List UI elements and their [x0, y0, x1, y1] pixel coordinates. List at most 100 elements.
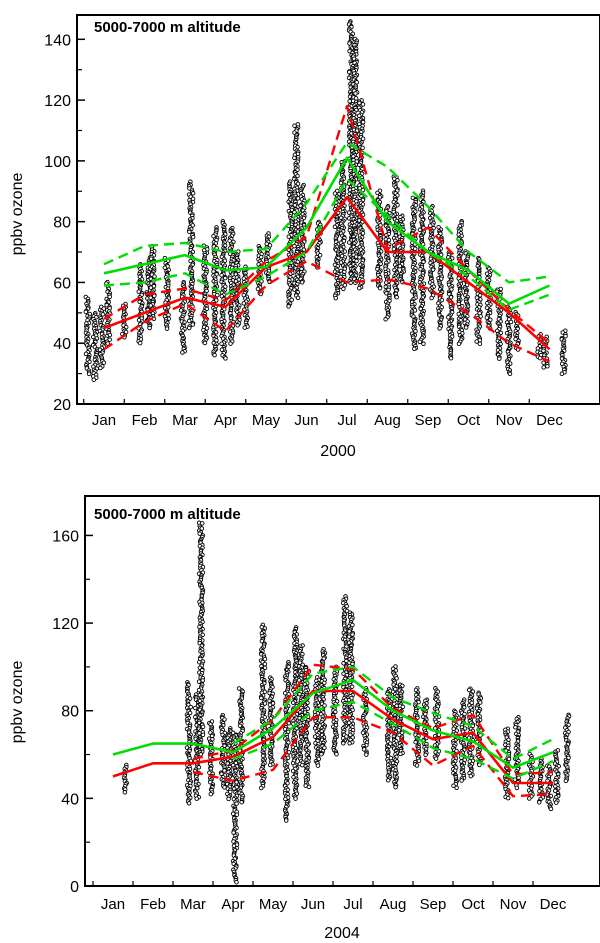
data-point — [459, 778, 464, 783]
data-point — [148, 285, 154, 290]
data-point — [484, 305, 490, 311]
data-point — [299, 280, 305, 285]
data-point — [446, 315, 451, 320]
data-point — [357, 113, 362, 118]
data-point — [428, 223, 433, 228]
data-point — [333, 295, 339, 301]
data-point — [484, 315, 490, 320]
y-tick-label: 0 — [70, 879, 79, 896]
data-point — [385, 778, 391, 783]
x-tick-label: Jul — [337, 412, 356, 429]
data-point — [190, 191, 196, 196]
data-point — [259, 695, 264, 701]
data-point — [513, 725, 518, 730]
x-tick-label: Aug — [380, 896, 407, 913]
data-point — [239, 799, 244, 805]
data-point — [152, 293, 157, 299]
data-point — [219, 272, 224, 278]
data-point — [537, 355, 543, 361]
data-point — [357, 255, 362, 260]
panel-annotation: 5000-7000 m altitude — [94, 19, 241, 36]
data-point — [292, 155, 297, 161]
data-point — [190, 234, 196, 240]
x-tick-label: Apr — [214, 412, 237, 429]
data-point — [429, 295, 434, 301]
data-point — [414, 763, 420, 768]
data-point — [417, 227, 423, 233]
x-tick-label: Feb — [140, 896, 166, 913]
data-point — [350, 632, 355, 637]
x-tick-label: Sep — [420, 896, 447, 913]
data-point — [497, 356, 502, 361]
x-tick-label: Jul — [343, 896, 362, 913]
data-point — [454, 785, 459, 791]
data-point — [448, 355, 454, 361]
data-point — [226, 796, 231, 802]
x-tick-label: Mar — [172, 412, 198, 429]
y-tick-label: 120 — [44, 93, 71, 110]
data-point — [162, 265, 168, 270]
data-point — [101, 360, 107, 365]
y-tick-label: 120 — [52, 616, 79, 633]
y-tick-label: 40 — [53, 336, 71, 353]
data-point — [202, 340, 208, 346]
data-point — [258, 785, 264, 791]
data-point — [417, 339, 423, 345]
data-point — [397, 263, 403, 269]
data-point — [137, 340, 143, 346]
data-point — [383, 317, 388, 322]
data-point — [208, 791, 214, 797]
panel-2000: 5000-7000 m altitude ppbv ozone 2000 Jan… — [9, 14, 600, 460]
data-point — [298, 203, 303, 209]
data-point — [421, 341, 426, 347]
data-point — [91, 334, 96, 340]
x-tick-label: May — [259, 896, 288, 913]
y-axis-label: ppbv ozone — [9, 661, 26, 744]
data-point — [197, 731, 202, 736]
data-point — [423, 752, 428, 758]
data-point — [315, 763, 321, 768]
data-point — [413, 328, 418, 334]
data-point — [334, 751, 339, 757]
data-point — [545, 364, 550, 369]
green-dashed-line — [103, 141, 550, 284]
data-point — [136, 289, 142, 294]
data-point — [282, 690, 288, 696]
data-point — [341, 741, 346, 746]
data-point — [507, 371, 513, 377]
data-point — [242, 325, 247, 330]
data-point — [474, 295, 480, 300]
x-tick-label: Aug — [374, 412, 401, 429]
x-tick-label: Dec — [540, 896, 567, 913]
data-point — [198, 752, 204, 757]
green-solid-line — [103, 156, 551, 306]
data-point — [105, 341, 110, 346]
data-point — [152, 274, 157, 279]
data-point — [83, 309, 89, 315]
data-point — [354, 258, 359, 264]
data-point — [147, 325, 152, 331]
data-point — [347, 98, 352, 104]
data-point — [212, 352, 217, 358]
x-tick-label: May — [252, 412, 281, 429]
series-lines — [103, 104, 551, 363]
data-point — [98, 365, 103, 371]
data-point — [180, 350, 185, 355]
data-point — [286, 304, 291, 309]
data-point — [164, 326, 170, 331]
data-point — [319, 751, 324, 757]
data-point — [398, 751, 403, 757]
data-point — [107, 294, 112, 300]
data-point — [230, 811, 236, 816]
data-point — [463, 325, 469, 330]
data-point — [219, 347, 225, 352]
data-point — [290, 700, 296, 705]
data-point — [347, 741, 352, 746]
data-point — [563, 333, 568, 339]
data-point — [122, 790, 128, 795]
data-point — [186, 325, 192, 331]
plot-frame — [76, 14, 600, 405]
data-point — [437, 326, 442, 331]
